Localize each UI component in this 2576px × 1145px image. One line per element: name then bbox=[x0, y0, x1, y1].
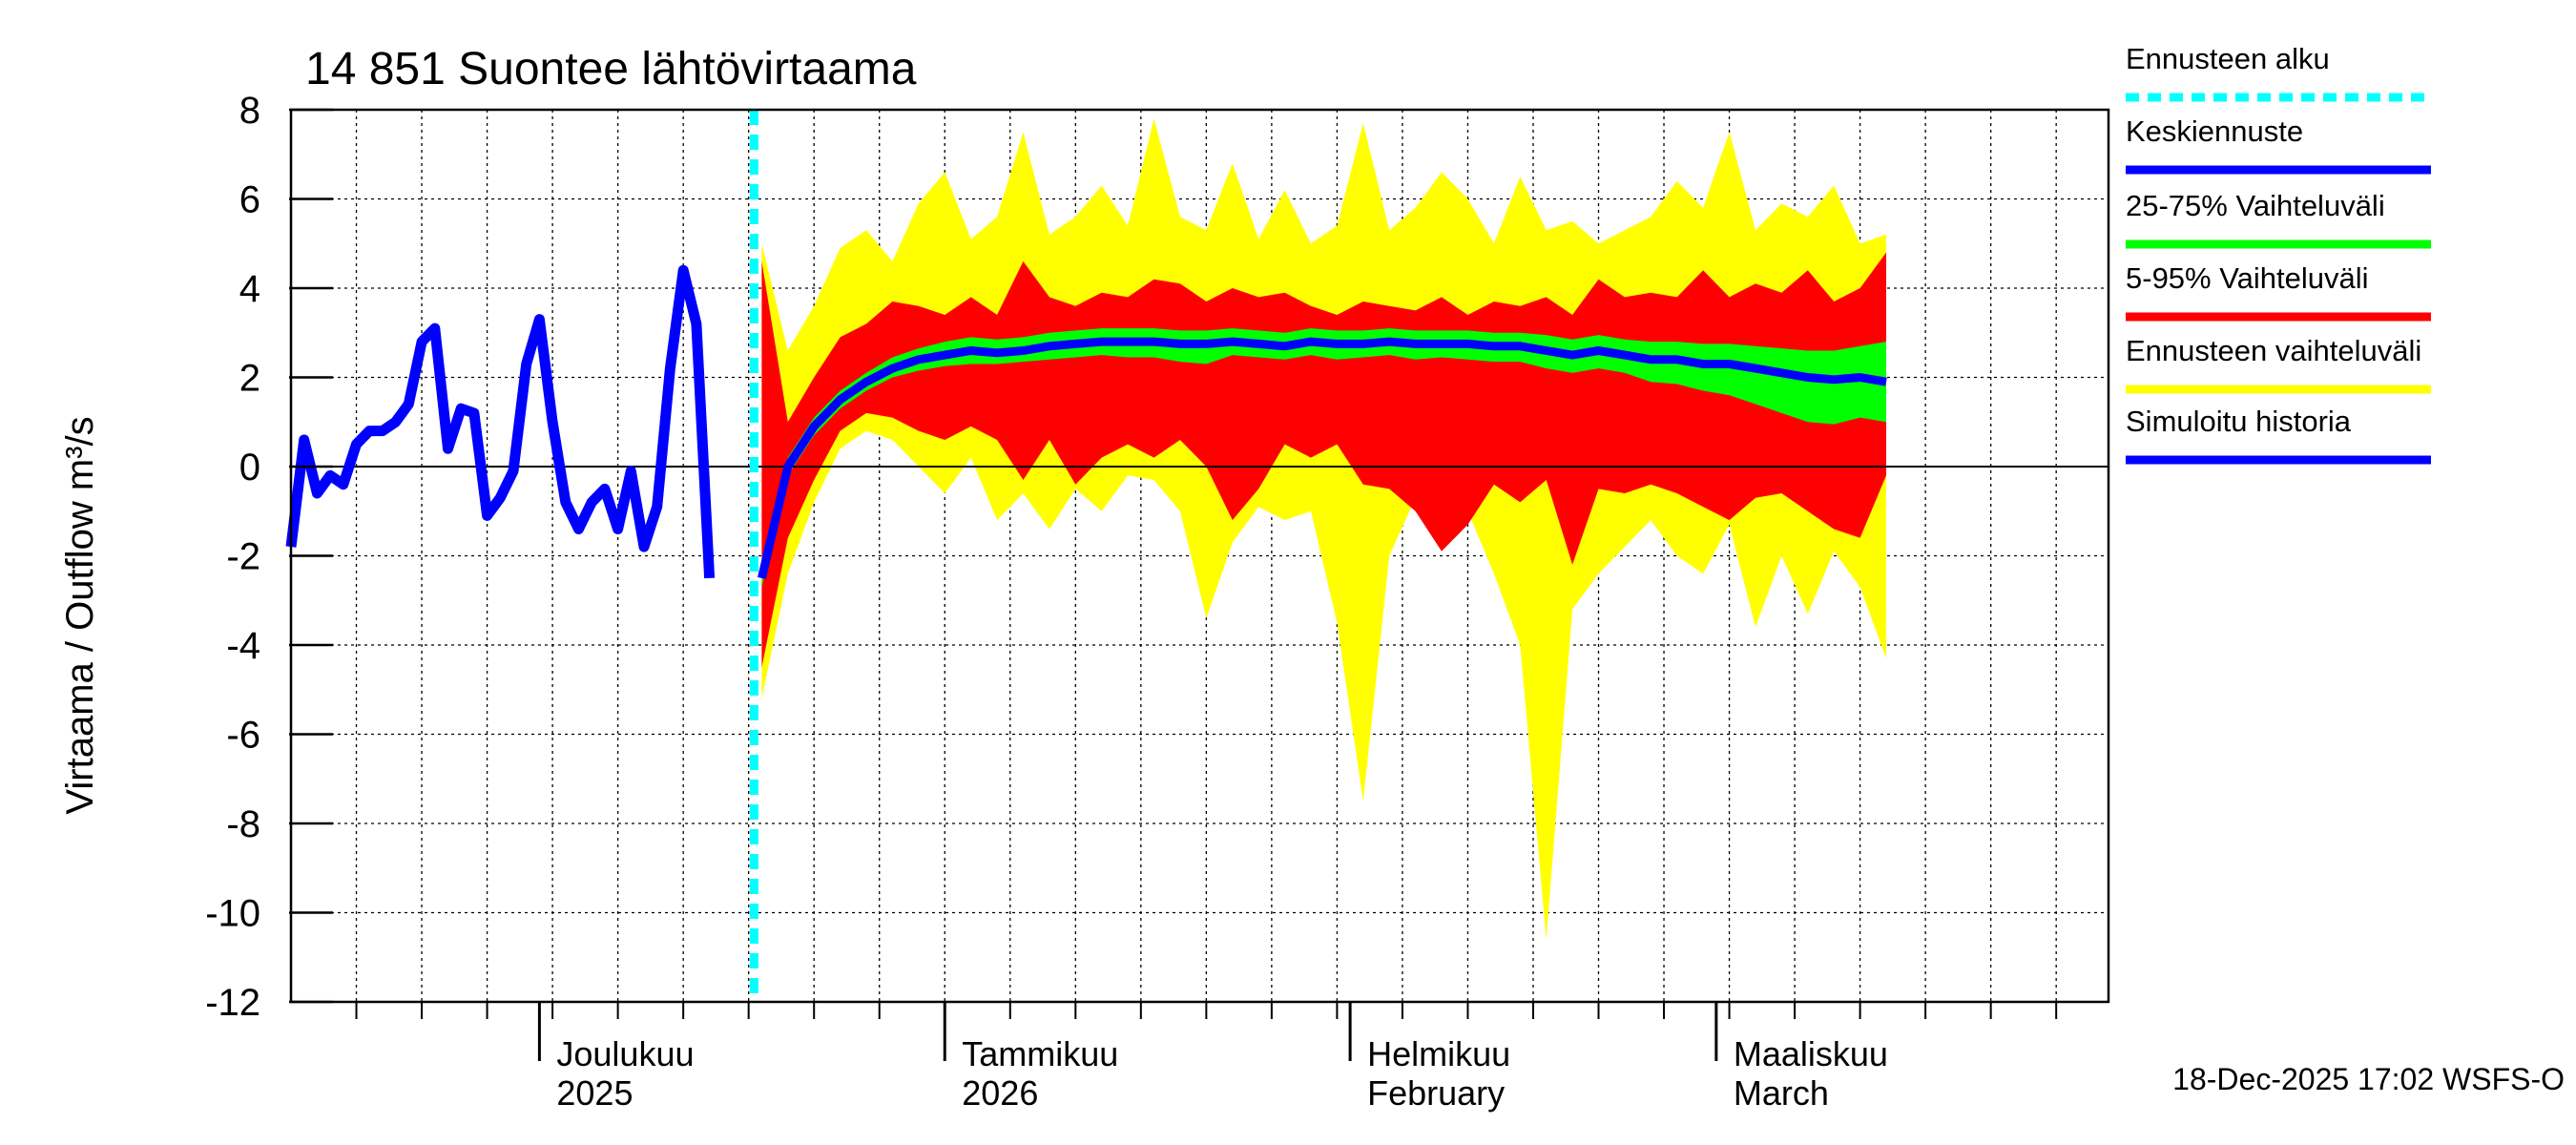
x-year-label: February bbox=[1367, 1073, 1505, 1113]
legend-label: Ennusteen vaihteluväli bbox=[2126, 334, 2421, 367]
y-tick-label: -8 bbox=[226, 803, 260, 845]
legend-label: 25-75% Vaihteluväli bbox=[2126, 189, 2385, 222]
median-forecast-line bbox=[758, 337, 1887, 579]
simulated-history-line bbox=[285, 264, 716, 579]
legend-label: Keskiennuste bbox=[2126, 114, 2303, 148]
footer-timestamp: 18-Dec-2025 17:02 WSFS-O bbox=[2172, 1062, 2565, 1096]
y-tick-label: -12 bbox=[205, 982, 260, 1024]
y-tick-label: -4 bbox=[226, 625, 260, 667]
y-tick-label: 6 bbox=[239, 179, 260, 221]
chart-title: 14 851 Suontee lähtövirtaama bbox=[305, 44, 917, 94]
y-tick-label: 8 bbox=[239, 90, 260, 132]
x-month-label: Helmikuu bbox=[1367, 1034, 1510, 1073]
legend-label: 5-95% Vaihteluväli bbox=[2126, 261, 2368, 295]
y-tick-label: 4 bbox=[239, 268, 260, 310]
y-axis-label: Virtaama / Outflow m³/s bbox=[59, 416, 101, 814]
x-year-label: March bbox=[1734, 1073, 1829, 1113]
x-month-label: Joulukuu bbox=[556, 1034, 694, 1073]
y-tick-label: -10 bbox=[205, 893, 260, 935]
x-year-label: 2025 bbox=[556, 1073, 633, 1113]
band-25-75 bbox=[761, 328, 1886, 588]
forecast-range-band bbox=[761, 118, 1886, 940]
y-tick-label: -6 bbox=[226, 715, 260, 757]
y-tick-label: -2 bbox=[226, 536, 260, 578]
x-month-label: Maaliskuu bbox=[1734, 1034, 1888, 1073]
legend: Ennusteen alku Keskiennuste 25-75% Vaihtel… bbox=[2126, 42, 2431, 465]
x-year-label: 2026 bbox=[962, 1073, 1038, 1113]
x-month-label: Tammikuu bbox=[962, 1034, 1118, 1073]
legend-label: Simuloitu historia bbox=[2126, 405, 2352, 438]
y-tick-label: 2 bbox=[239, 358, 260, 400]
y-tick-label: 0 bbox=[239, 447, 260, 489]
legend-label: Ennusteen alku bbox=[2126, 42, 2330, 75]
